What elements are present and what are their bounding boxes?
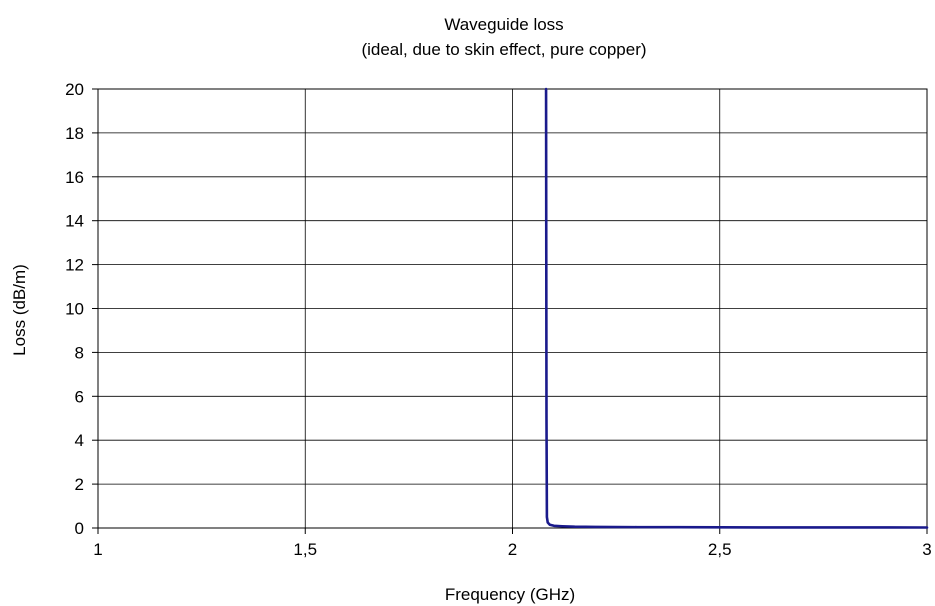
chart-title: Waveguide loss: [444, 15, 563, 34]
x-tick-label: 2: [508, 540, 517, 559]
y-tick-label: 18: [65, 124, 84, 143]
series-group: [544, 87, 929, 529]
y-tick-label: 6: [75, 387, 84, 406]
grid: [97, 88, 928, 529]
x-tick-label: 3: [922, 540, 931, 559]
y-tick-label: 14: [65, 212, 84, 231]
y-tick-label: 2: [75, 475, 84, 494]
y-tick-label: 20: [65, 80, 84, 99]
series-line: [544, 87, 929, 529]
x-tick-label: 1: [93, 540, 102, 559]
y-tick-label: 0: [75, 519, 84, 538]
y-tick-label: 12: [65, 256, 84, 275]
x-tick-label: 2,5: [708, 540, 732, 559]
y-tick-label: 4: [75, 431, 84, 450]
y-tick-label: 10: [65, 300, 84, 319]
y-tick-label: 8: [75, 343, 84, 362]
chart-subtitle: (ideal, due to skin effect, pure copper): [361, 40, 646, 59]
y-tick-label: 16: [65, 168, 84, 187]
axes: 0 2 4 6 8 10 12 14 16 18 20 1 1,5 2 2,5 3: [65, 80, 932, 559]
x-axis-label: Frequency (GHz): [445, 585, 575, 604]
y-axis-label: Loss (dB/m): [10, 264, 29, 356]
x-tick-label: 1,5: [293, 540, 317, 559]
